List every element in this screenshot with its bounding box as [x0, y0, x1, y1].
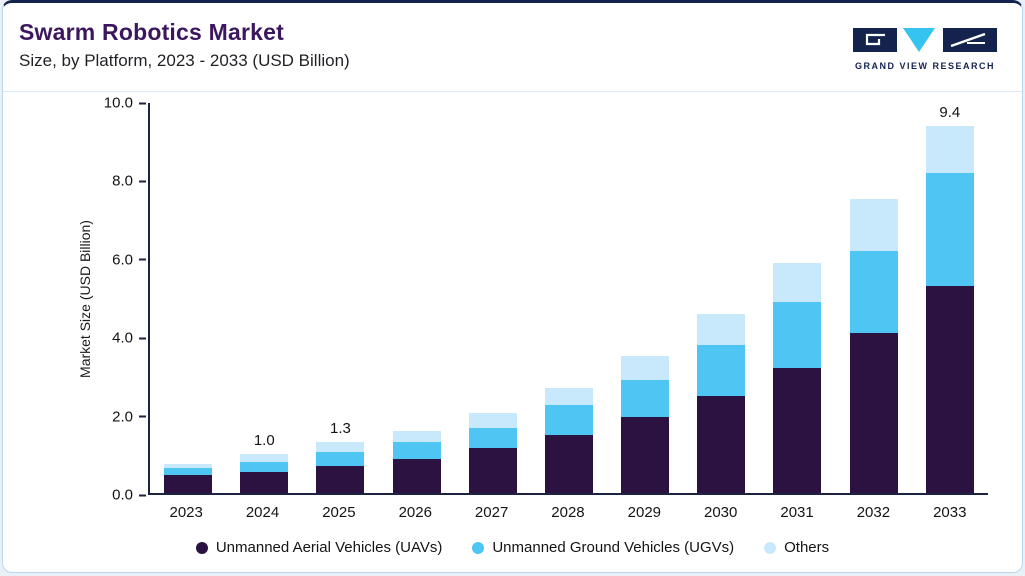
- y-tick-mark: [139, 180, 146, 183]
- bar-2024: 1.0: [240, 103, 289, 493]
- x-axis-labels: 2023 2024 2025 2026 2027 2028 2029 2030 2031 2032…: [148, 504, 988, 521]
- bar-segment-uavs-2032: [849, 333, 898, 493]
- y-tick-mark: [139, 337, 146, 340]
- x-tick-label-2030: 2030: [704, 504, 738, 521]
- grand-view-research-logo-icon: [853, 28, 997, 52]
- bar-segment-uavs-2028: [544, 434, 593, 493]
- bar-segment-uavs-2029: [621, 416, 670, 493]
- legend-dot-ugvs: [472, 541, 485, 554]
- bar-segment-others-2028: [544, 387, 593, 406]
- y-tick-label: 8.0: [112, 172, 133, 190]
- bar-segment-others-2032: [849, 198, 898, 252]
- bar-segment-ugvs-2024: [240, 461, 289, 472]
- y-tick-label: 0.0: [112, 486, 133, 504]
- bar-segment-uavs-2031: [773, 368, 822, 493]
- y-tick-0.0: 0.0: [73, 487, 146, 504]
- y-tick-10.0: 10.0: [73, 95, 146, 112]
- bar-2028: [544, 103, 593, 493]
- y-tick-mark: [139, 494, 146, 496]
- bar-2032: [849, 103, 898, 493]
- y-tick-8.0: 8.0: [73, 173, 146, 190]
- bar-segment-others-2027: [468, 413, 517, 428]
- x-tick-label-2024: 2024: [245, 504, 280, 521]
- bar-segment-ugvs-2032: [849, 251, 898, 334]
- bar-segment-uavs-2030: [697, 395, 746, 493]
- bar-2025: 1.3: [316, 103, 365, 493]
- y-tick-label: 10.0: [103, 94, 133, 112]
- legend-item-ugvs: Unmanned Ground Vehicles (UGVs): [472, 539, 734, 556]
- legend-label-ugvs: Unmanned Ground Vehicles (UGVs): [492, 539, 735, 556]
- bar-segment-others-2030: [697, 313, 746, 345]
- bar-segment-others-2023: [164, 463, 213, 469]
- bar-segment-uavs-2024: [240, 471, 289, 493]
- page-title: Swarm Robotics Market: [19, 19, 284, 45]
- x-tick-label-2027: 2027: [474, 504, 509, 521]
- y-tick-label: 4.0: [112, 329, 133, 347]
- x-tick-label-2028: 2028: [551, 504, 585, 521]
- bar-total-label-2033: 9.4: [939, 104, 961, 122]
- bar-segment-others-2033: [925, 126, 974, 174]
- bar-segment-others-2026: [392, 430, 441, 442]
- bar-segment-ugvs-2027: [468, 427, 517, 449]
- header-divider: [3, 91, 1022, 92]
- bar-segment-uavs-2027: [468, 448, 517, 493]
- y-axis-ticks: 0.0 2.0 4.0 6.0 8.0 10.0: [73, 95, 146, 504]
- bar-segment-ugvs-2029: [621, 379, 670, 417]
- grand-view-research-logo: GRAND VIEW RESEARCH: [850, 27, 1000, 71]
- legend-dot-uavs: [195, 541, 208, 554]
- y-tick-label: 2.0: [112, 408, 133, 426]
- x-tick-label-2023: 2023: [169, 504, 203, 521]
- bar-segment-others-2029: [621, 355, 670, 380]
- bar-2023: [164, 103, 213, 493]
- bar-segment-ugvs-2030: [697, 344, 746, 396]
- x-tick-label-2031: 2031: [780, 504, 814, 521]
- y-tick-6.0: 6.0: [73, 251, 146, 268]
- bar-segment-ugvs-2031: [773, 301, 822, 369]
- bar-segment-others-2031: [773, 262, 822, 302]
- bar-2029: [621, 103, 670, 493]
- bar-segment-uavs-2033: [925, 286, 974, 493]
- header: Swarm Robotics Market Size, by Platform,…: [19, 19, 350, 71]
- bar-2026: [392, 103, 441, 493]
- bar-2027: [468, 103, 517, 493]
- y-tick-label: 6.0: [112, 251, 133, 269]
- x-tick-label-2033: 2033: [933, 504, 967, 521]
- stacked-bar-plot: 1.0 1.3 9.4: [148, 103, 988, 495]
- legend-label-uavs: Unmanned Aerial Vehicles (UAVs): [215, 539, 443, 556]
- y-tick-mark: [139, 258, 146, 261]
- y-tick-mark: [139, 415, 146, 418]
- legend-item-others: Others: [764, 539, 829, 556]
- bar-segment-ugvs-2033: [925, 173, 974, 287]
- y-tick-mark: [139, 102, 146, 104]
- x-tick-label-2025: 2025: [322, 504, 356, 521]
- bar-total-label-2024: 1.0: [253, 432, 275, 450]
- page-subtitle: Size, by Platform, 2023 - 2033 (USD Bill…: [19, 51, 350, 70]
- x-tick-label-2026: 2026: [398, 504, 432, 521]
- chart-legend: Unmanned Aerial Vehicles (UAVs) Unmanned …: [3, 539, 1022, 556]
- bar-total-label-2025: 1.3: [329, 420, 351, 438]
- grand-view-research-wordmark: GRAND VIEW RESEARCH: [854, 61, 995, 71]
- bar-2030: [697, 103, 746, 493]
- bar-segment-ugvs-2028: [544, 405, 593, 435]
- y-tick-4.0: 4.0: [73, 330, 146, 347]
- bar-segment-uavs-2023: [164, 475, 213, 493]
- legend-label-others: Others: [784, 539, 830, 556]
- bar-segment-ugvs-2026: [392, 441, 441, 459]
- bar-2033: 9.4: [925, 103, 974, 493]
- legend-item-uavs: Unmanned Aerial Vehicles (UAVs): [195, 539, 443, 556]
- legend-dot-others: [764, 541, 777, 554]
- bar-segment-ugvs-2023: [164, 468, 213, 476]
- bar-segment-ugvs-2025: [316, 452, 365, 466]
- x-tick-label-2032: 2032: [856, 504, 891, 521]
- bar-segment-uavs-2025: [316, 465, 365, 493]
- x-tick-label-2029: 2029: [627, 504, 662, 521]
- bar-segment-others-2025: [316, 442, 365, 453]
- bar-2031: [773, 103, 822, 493]
- bar-segment-others-2024: [240, 454, 289, 462]
- bar-segment-uavs-2026: [392, 458, 441, 493]
- y-tick-2.0: 2.0: [73, 408, 146, 425]
